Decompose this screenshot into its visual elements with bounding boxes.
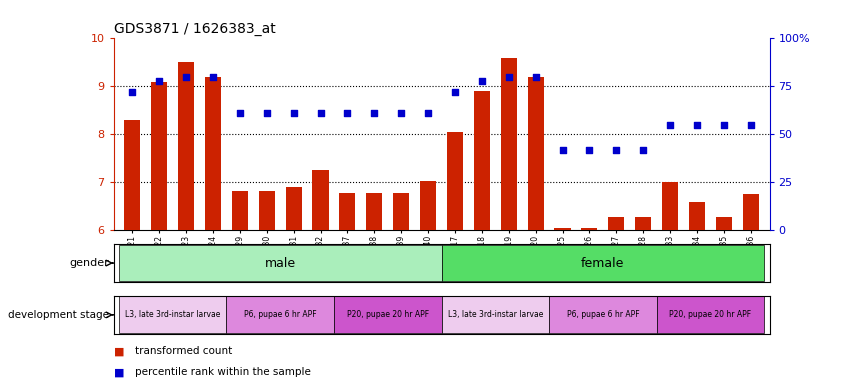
Point (287, 110, 300, 116)
Bar (442, 296, 549, 333)
Point (690, 122, 704, 128)
Point (637, 147, 650, 153)
Text: P6, pupae 6 hr APF: P6, pupae 6 hr APF (244, 310, 316, 319)
Bar (340, 193, 356, 230)
Text: male: male (265, 257, 296, 270)
Bar (657, 296, 764, 333)
Bar (581, 228, 597, 230)
Text: transformed count: transformed count (135, 346, 232, 356)
Bar (447, 132, 463, 230)
Point (421, 110, 435, 116)
Text: GDS3871 / 1626383_at: GDS3871 / 1626383_at (114, 22, 275, 36)
Bar (473, 91, 490, 230)
Point (448, 89, 462, 95)
Bar (662, 182, 678, 230)
Point (502, 74, 516, 80)
Text: ■: ■ (114, 367, 124, 377)
Bar (286, 187, 302, 230)
Bar (232, 191, 248, 230)
Point (529, 74, 542, 80)
Bar (442, 245, 764, 281)
Bar (151, 82, 167, 230)
Point (664, 122, 677, 128)
Bar (549, 296, 657, 333)
Text: ■: ■ (114, 346, 124, 356)
Text: P20, pupae 20 hr APF: P20, pupae 20 hr APF (669, 310, 751, 319)
Point (206, 74, 220, 80)
Point (583, 147, 596, 153)
Bar (393, 193, 410, 230)
Text: P6, pupae 6 hr APF: P6, pupae 6 hr APF (567, 310, 639, 319)
Bar (259, 191, 275, 230)
Point (556, 147, 569, 153)
Bar (635, 217, 651, 230)
Bar (608, 217, 624, 230)
Point (125, 89, 139, 95)
Bar (554, 228, 570, 230)
Bar (226, 296, 334, 333)
Text: P20, pupae 20 hr APF: P20, pupae 20 hr APF (346, 310, 429, 319)
Point (475, 78, 489, 84)
Bar (119, 296, 226, 333)
Bar (527, 77, 543, 230)
Text: development stage: development stage (8, 310, 109, 320)
Point (314, 110, 327, 116)
Text: female: female (581, 257, 625, 270)
Bar (500, 58, 517, 230)
Point (179, 74, 193, 80)
Point (341, 110, 354, 116)
Point (233, 110, 246, 116)
Point (368, 110, 381, 116)
Point (744, 122, 758, 128)
Point (717, 122, 731, 128)
Point (260, 110, 273, 116)
Point (152, 78, 166, 84)
Bar (119, 245, 442, 281)
Point (610, 147, 623, 153)
Bar (716, 217, 732, 230)
Text: L3, late 3rd-instar larvae: L3, late 3rd-instar larvae (125, 310, 220, 319)
Bar (313, 170, 329, 230)
Bar (205, 77, 221, 230)
Point (394, 110, 408, 116)
Bar (743, 194, 759, 230)
Text: percentile rank within the sample: percentile rank within the sample (135, 367, 310, 377)
Bar (178, 62, 194, 230)
Bar (334, 296, 442, 333)
Text: gender: gender (70, 258, 109, 268)
Text: L3, late 3rd-instar larvae: L3, late 3rd-instar larvae (447, 310, 543, 319)
Bar (124, 120, 140, 230)
Bar (366, 193, 383, 230)
Bar (420, 182, 436, 230)
Bar (689, 202, 705, 230)
